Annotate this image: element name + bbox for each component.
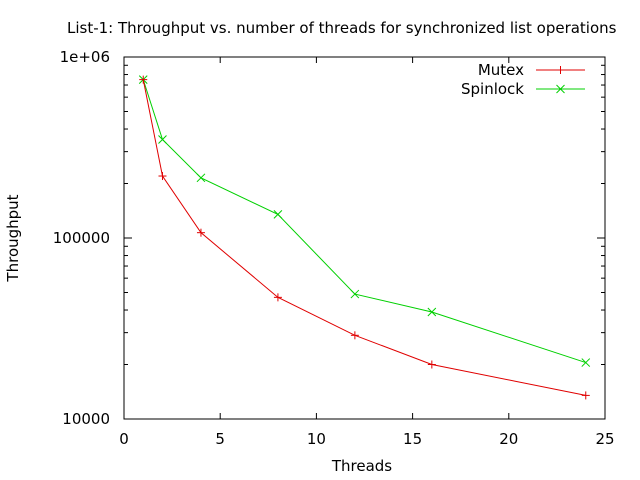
y-tick-label: 100000 bbox=[53, 229, 110, 247]
data-point-mutex bbox=[350, 331, 359, 340]
x-tick-label: 10 bbox=[307, 430, 326, 448]
marker-stroke bbox=[196, 173, 206, 183]
x-tick-label: 5 bbox=[215, 430, 225, 448]
plot-axes bbox=[123, 56, 606, 420]
data-point-mutex bbox=[158, 172, 167, 181]
x-tick-label: 15 bbox=[403, 430, 422, 448]
marker-stroke bbox=[273, 210, 283, 219]
legend-marker-spinlock bbox=[556, 84, 565, 94]
marker-stroke bbox=[427, 307, 437, 317]
marker-stroke bbox=[581, 358, 591, 367]
y-axis-ticks: 10000 100000 1e+06 bbox=[53, 48, 605, 428]
x-tick-label: 20 bbox=[499, 430, 518, 448]
data-point-mutex bbox=[139, 75, 148, 84]
chart-title: List-1: Throughput vs. number of threads… bbox=[67, 19, 617, 37]
legend-label-mutex: Mutex bbox=[478, 61, 524, 79]
legend-marker-mutex bbox=[556, 66, 565, 74]
x-axis-label: Threads bbox=[331, 457, 392, 475]
x-tick-label: 0 bbox=[119, 430, 129, 448]
data-point-spinlock bbox=[581, 358, 591, 367]
y-axis-label: Throughput bbox=[4, 194, 22, 282]
series-layer bbox=[138, 75, 591, 400]
plot-frame bbox=[123, 56, 606, 420]
data-point-mutex bbox=[427, 360, 436, 369]
data-point-mutex bbox=[581, 391, 590, 400]
y-tick-label: 10000 bbox=[62, 410, 110, 428]
legend-label-spinlock: Spinlock bbox=[461, 80, 524, 98]
data-point-spinlock bbox=[273, 210, 283, 219]
data-point-mutex bbox=[196, 228, 205, 237]
x-tick-label: 25 bbox=[595, 430, 614, 448]
series-line-spinlock bbox=[142, 79, 586, 364]
data-point-mutex bbox=[273, 293, 282, 302]
y-tick-label: 1e+06 bbox=[60, 48, 110, 66]
data-point-spinlock bbox=[158, 135, 167, 144]
series-line-mutex bbox=[142, 79, 586, 396]
x-axis-ticks: 0 5 10 15 20 25 bbox=[119, 57, 615, 448]
data-point-spinlock bbox=[350, 289, 360, 299]
data-point-spinlock bbox=[196, 173, 206, 183]
marker-stroke bbox=[350, 289, 360, 299]
marker-stroke bbox=[158, 135, 167, 144]
data-point-spinlock bbox=[427, 307, 437, 317]
marker-stroke bbox=[556, 84, 565, 94]
